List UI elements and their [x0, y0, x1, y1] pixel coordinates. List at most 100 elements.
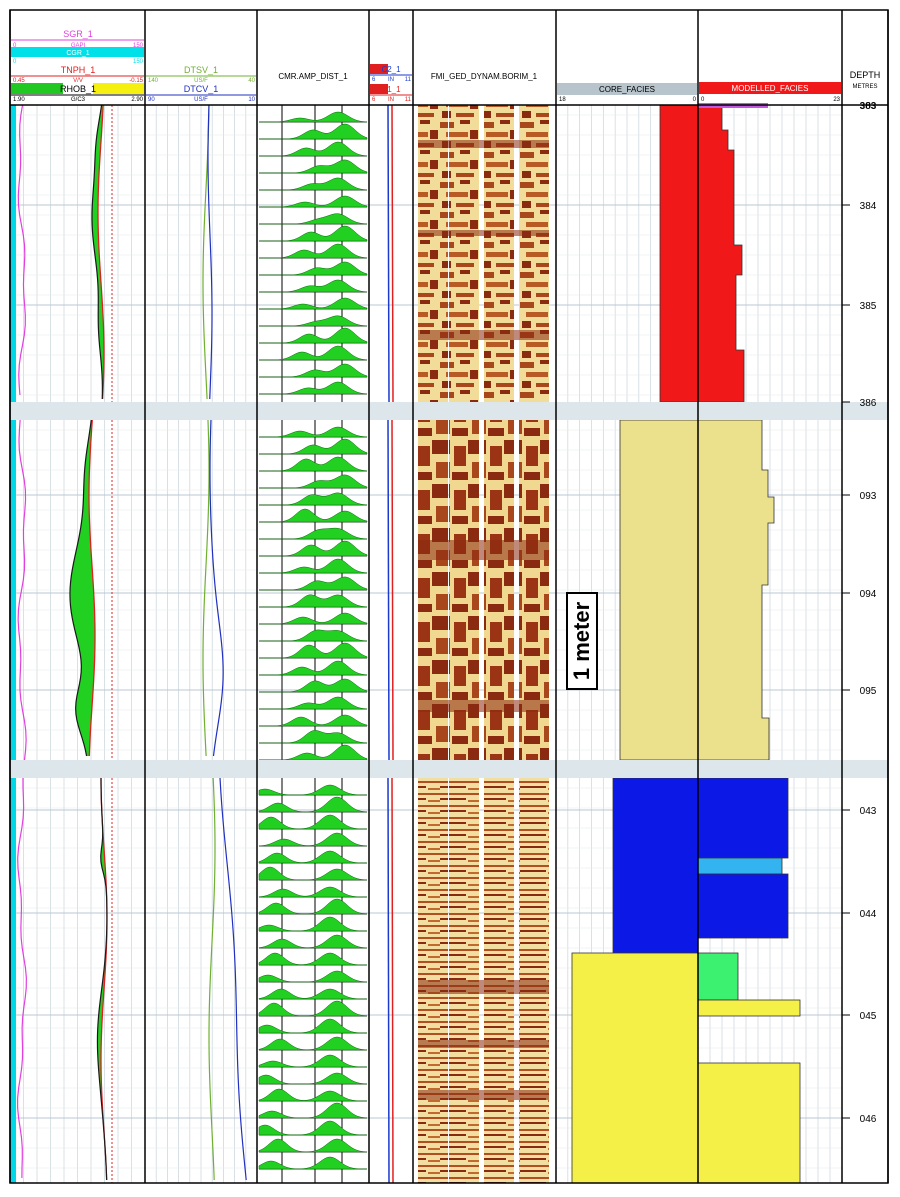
depth-label: 045: [860, 1011, 877, 1022]
depth-gap-band: [10, 402, 888, 420]
fmi-pad-image: [418, 105, 448, 402]
modelled-facies-header-min: 0: [701, 97, 705, 103]
depth-label: 386: [860, 398, 877, 409]
modelled-facies-block: [697, 1062, 801, 1184]
sgr-header-max: 150: [133, 43, 144, 49]
c2-header-max: 11: [405, 77, 412, 83]
cmr-distribution: [258, 1000, 368, 1017]
rhob-header-unit: G/C3: [71, 97, 86, 103]
rhob-tnph-fill: [92, 105, 104, 399]
core-facies-header-min: 18: [559, 97, 566, 103]
depth-header-unit: METRES: [852, 84, 877, 90]
depth-label: 046: [860, 1114, 877, 1125]
cmr-distribution: [259, 612, 368, 625]
modelled-facies-header-max: 23: [833, 97, 840, 103]
depth-label: 385: [860, 301, 877, 312]
cmr-distribution: [258, 886, 368, 898]
depth-header-title: DEPTH: [850, 70, 881, 80]
cmr-distribution: [258, 1018, 368, 1034]
c1-caliper-curve: [391, 419, 394, 761]
dtsv-curve: [208, 777, 216, 1181]
cmr-distribution: [259, 629, 368, 642]
rhob-header-name: RHOB_1: [60, 84, 96, 94]
cgr-header-name: CGR_1: [66, 50, 89, 57]
cmr-distribution: [258, 850, 368, 864]
cmr-distribution: [258, 814, 368, 830]
dtcv-curve: [219, 777, 247, 1181]
rhob-curve: [96, 777, 108, 1181]
modelled-facies-profile: [697, 104, 745, 403]
sgr-curve: [17, 104, 26, 396]
depth-gap-band: [10, 760, 888, 778]
cmr-distribution: [259, 508, 368, 523]
c2-header-name: C2_1: [381, 65, 401, 74]
sgr-header-unit: GAPI: [71, 43, 86, 49]
cgr-fill: [10, 778, 16, 1183]
tnph-header-unit: V/V: [73, 78, 83, 84]
c2-header-unit: IN: [388, 77, 394, 83]
cmr-distribution: [259, 527, 368, 540]
cmr-distribution: [259, 660, 368, 676]
fmi-pad-image: [484, 105, 514, 402]
scale-bar: 1 meter: [566, 592, 598, 690]
cmr-distribution: [258, 796, 368, 813]
c1-caliper-curve: [391, 104, 394, 403]
cmr-distribution: [258, 934, 368, 949]
fmi-dark-band: [418, 980, 549, 994]
tnph-header-min: 0.45: [13, 78, 25, 84]
log-content: 383 384 385 386 093 094 095 043 044 045 046: [9, 9, 889, 1184]
cmr-distribution: [258, 988, 368, 1000]
cmr-distribution: [259, 594, 368, 608]
c2-caliper-curve: [387, 777, 390, 1184]
sgr-curve: [17, 777, 27, 1179]
cgr-fill: [10, 105, 16, 402]
core-facies-header-name: CORE_FACIES: [599, 85, 655, 94]
sgr-header-name: SGR_1: [63, 29, 93, 39]
cmr-distribution: [258, 1138, 368, 1153]
fmi-dark-band: [418, 1040, 549, 1048]
cmr-distribution: [259, 456, 368, 472]
c2-caliper-curve: [387, 104, 390, 403]
cmr-distribution: [258, 970, 368, 983]
depth-label: 095: [860, 686, 877, 697]
tnph-header-name: TNPH_1: [61, 65, 96, 75]
tnph-curve: [88, 419, 96, 757]
core-facies-header-bar: [557, 83, 697, 95]
tnph-curve: [97, 104, 105, 400]
cmr-distribution: [259, 279, 368, 293]
cmr-distribution: [259, 540, 368, 557]
cmr-distribution: [259, 345, 368, 361]
cmr-distribution: [259, 744, 368, 761]
modelled-facies-block: [697, 999, 801, 1017]
cmr-distribution: [259, 642, 368, 659]
modelled-facies-block: [697, 952, 739, 1001]
fmi-dark-band: [418, 140, 549, 148]
cmr-distribution: [259, 225, 368, 242]
cmr-distribution: [259, 297, 368, 310]
c2-header-swatch: [370, 64, 388, 74]
dtsv-header-min: 140: [148, 78, 159, 84]
rhob-header-fill: [93, 83, 144, 94]
cmr-distribution: [258, 784, 368, 796]
cmr-distribution: [259, 492, 368, 506]
dtsv-curve: [202, 419, 210, 757]
c1-header-name: C1_1: [381, 85, 401, 94]
fmi-dark-band: [418, 700, 549, 712]
rhob-curve: [91, 104, 103, 400]
cmr-distribution: [259, 327, 368, 344]
fmi-dark-band: [418, 1090, 549, 1100]
fmi-dark-band: [418, 330, 549, 340]
fmi-pad-image: [519, 105, 549, 402]
cmr-distribution: [259, 177, 368, 191]
rhob-header-min: 1.90: [13, 97, 25, 103]
c2-caliper-curve: [387, 419, 390, 761]
cmr-distribution: [258, 1156, 368, 1170]
depth-label: 384: [860, 201, 877, 212]
core-facies-block: [659, 104, 699, 403]
rhob-header-max: 2.90: [131, 97, 143, 103]
cmr-distribution: [259, 159, 368, 174]
cmr-distribution: [259, 426, 368, 438]
core-facies-block: [619, 419, 699, 761]
